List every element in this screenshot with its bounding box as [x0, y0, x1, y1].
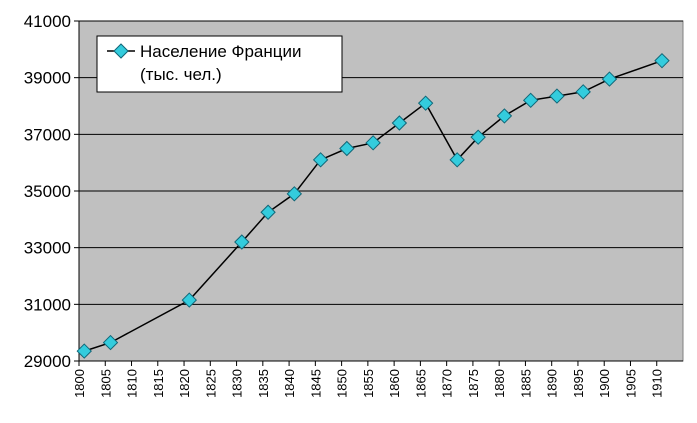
- data-point-marker: [339, 140, 355, 157]
- y-tick-label: 33000: [24, 239, 71, 258]
- y-axis-tick-labels: 29000 31000 33000 35000 37000 39000 41000: [24, 12, 71, 371]
- x-tick-label: 1860: [387, 369, 402, 398]
- data-point-marker: [181, 292, 198, 308]
- data-point-marker: [549, 88, 565, 104]
- axes: [78, 21, 683, 362]
- data-point-marker: [470, 129, 486, 145]
- data-point-marker: [260, 204, 276, 220]
- x-tick-label: 1895: [571, 369, 586, 398]
- x-tick-label: 1820: [177, 369, 192, 398]
- x-tick-label: 1880: [492, 369, 507, 398]
- y-tick-label: 39000: [24, 69, 71, 88]
- x-tick-label: 1830: [230, 369, 245, 398]
- x-tick-label: 1905: [623, 369, 638, 398]
- x-tick-label: 1810: [125, 369, 140, 398]
- x-tick-label: 1835: [256, 369, 271, 398]
- legend-diamond-marker-icon: [113, 43, 129, 59]
- data-point-marker: [286, 186, 303, 202]
- x-tick-label: 1900: [597, 369, 612, 398]
- x-tick-label: 1850: [335, 369, 350, 398]
- legend-label-line-2: (тыс. чел.): [140, 65, 222, 84]
- x-tick-label: 1845: [308, 369, 323, 398]
- y-tick-label: 41000: [24, 12, 71, 31]
- data-point-marker: [417, 95, 434, 111]
- x-tick-label: 1865: [413, 369, 428, 398]
- y-tick-label: 37000: [24, 125, 71, 144]
- data-point-marker: [522, 92, 539, 109]
- x-tick-label: 1815: [151, 369, 166, 398]
- data-point-marker: [449, 152, 465, 168]
- data-point-marker: [365, 135, 381, 151]
- data-point-marker: [654, 52, 670, 69]
- y-tick-label: 29000: [24, 352, 71, 371]
- data-point-marker: [102, 334, 119, 351]
- legend-box: [96, 35, 343, 93]
- x-tick-label: 1805: [98, 369, 113, 398]
- series-population: [76, 52, 670, 359]
- data-point-marker: [234, 234, 250, 250]
- x-tick-label: 1825: [203, 369, 218, 398]
- x-tick-label: 1855: [361, 369, 376, 398]
- data-point-marker: [496, 108, 513, 124]
- data-point-marker: [76, 343, 92, 359]
- data-point-marker: [575, 84, 591, 100]
- data-point-marker: [312, 152, 329, 168]
- x-tick-label: 1910: [650, 369, 665, 398]
- y-tick-label: 31000: [24, 295, 71, 314]
- data-point-marker: [391, 115, 408, 131]
- legend: Население Франции (тыс. чел.): [96, 35, 343, 93]
- y-tick-label: 35000: [24, 182, 71, 201]
- x-tick-label: 1875: [466, 369, 481, 398]
- legend-label-line-1: Население Франции: [140, 42, 302, 61]
- x-tick-label: 1890: [545, 369, 560, 398]
- x-tick-label: 1870: [440, 369, 455, 398]
- x-tick-label: 1800: [72, 369, 87, 398]
- x-tick-label: 1885: [518, 369, 533, 398]
- x-tick-label: 1840: [282, 369, 297, 398]
- x-axis-tick-labels: 1800 1805 1810 1815 1820 1825 1830 1835 1840 1845…: [72, 361, 665, 398]
- data-point-marker: [601, 71, 618, 87]
